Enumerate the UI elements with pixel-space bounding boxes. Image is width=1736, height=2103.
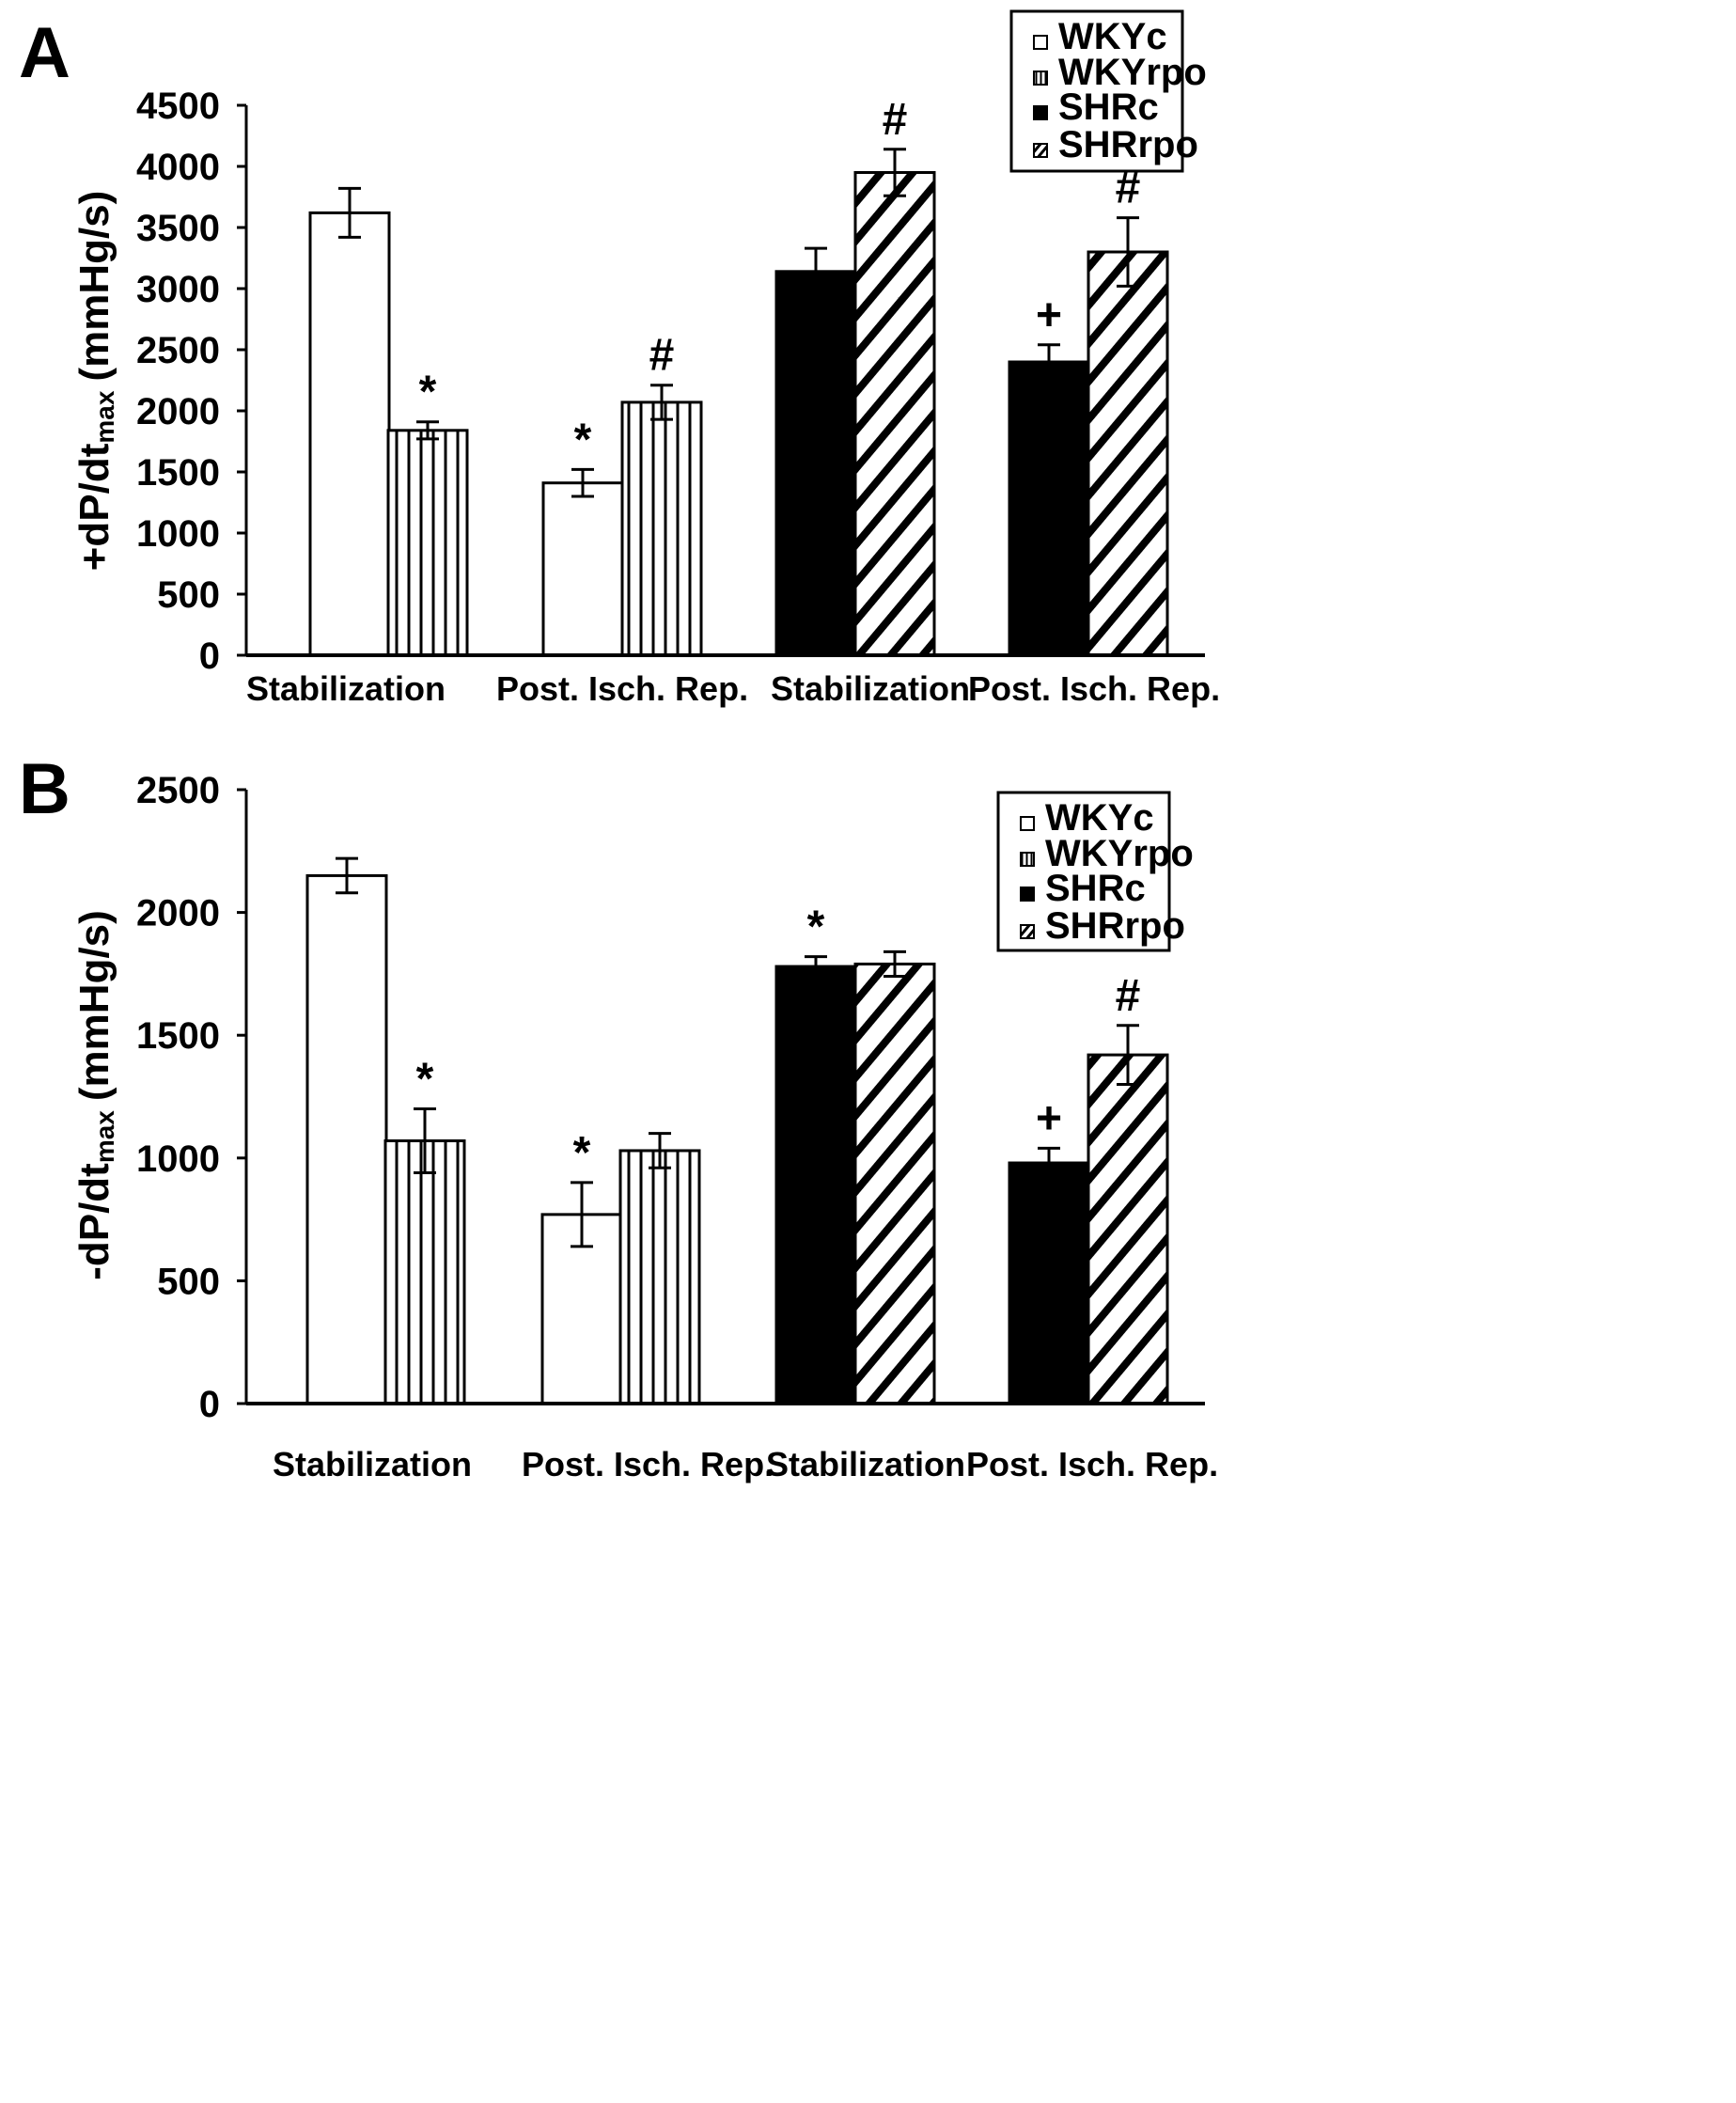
legend-item: WKYc (1058, 16, 1167, 57)
significance-marker: * (807, 902, 825, 952)
significance-marker: # (1116, 971, 1141, 1021)
legend-swatch (1020, 924, 1035, 939)
legend-item: WKYrpo (1058, 52, 1207, 93)
category-label: Post. Isch. Rep. (522, 1445, 774, 1483)
significance-marker: * (416, 1055, 434, 1105)
bar (305, 873, 388, 1405)
y-tick-label: 0 (199, 1384, 220, 1425)
legend-swatch (1033, 71, 1048, 86)
y-tick-label: 500 (157, 574, 220, 616)
y-axis-label-sub: max (90, 1110, 119, 1163)
legend-swatch (1020, 852, 1035, 867)
legend-swatch (1020, 816, 1035, 831)
bar (308, 211, 391, 657)
significance-marker: + (1036, 290, 1062, 340)
category-label: Stabilization (246, 669, 446, 708)
significance-marker: * (574, 415, 592, 464)
y-tick-label: 1500 (136, 1015, 220, 1057)
y-tick-label: 4500 (136, 86, 220, 127)
panel-b: B -dP/dtmax (mmHg/s) 0 500 1000 1500 2000 2500 * S… (19, 749, 1218, 1483)
legend-item: SHRc (1058, 86, 1159, 128)
category-label: Post. Isch. Rep. (966, 1445, 1218, 1483)
legend-item: SHRrpo (1058, 124, 1198, 165)
y-axis-label-unit: (mmHg/s) (71, 191, 117, 382)
y-tick-label: 2000 (136, 391, 220, 432)
legend-item: WKYc (1045, 797, 1154, 839)
significance-marker: + (1036, 1093, 1062, 1143)
y-axis-label: +dP/dtmax (mmHg/s) (71, 191, 119, 572)
bar (620, 400, 703, 657)
y-axis-label-main: -dP/dt (71, 1163, 117, 1280)
y-tick-label: 3000 (136, 269, 220, 310)
significance-marker: # (649, 331, 675, 381)
y-axis-label-main: +dP/dt (71, 443, 117, 571)
panel-a: A +dP/dtmax (mmHg/s) 0 500 1000 1500 2000 2500 30… (19, 9, 1220, 708)
y-tick-label: 2000 (136, 893, 220, 934)
bar (853, 962, 936, 1405)
legend-swatch (1033, 35, 1048, 50)
bar (541, 481, 624, 657)
y-tick-label: 1000 (136, 1138, 220, 1180)
legend-item: SHRrpo (1045, 905, 1185, 947)
bar (1087, 1053, 1169, 1405)
bar (383, 1139, 466, 1405)
y-tick-label: 2500 (136, 330, 220, 371)
bar (1008, 360, 1090, 657)
bar (774, 270, 857, 657)
y-tick-label: 1000 (136, 513, 220, 555)
bar (853, 171, 936, 657)
y-tick-label: 500 (157, 1261, 220, 1302)
panel-letter: A (19, 13, 70, 93)
panel-letter: B (19, 749, 70, 829)
legend-swatch (1033, 105, 1048, 120)
significance-marker: * (419, 368, 437, 417)
bar (1008, 1161, 1090, 1405)
y-tick-label: 0 (199, 636, 220, 677)
category-label: Stabilization (771, 669, 970, 708)
bar (1087, 250, 1169, 657)
legend-swatch (1020, 887, 1035, 902)
legend-item: SHRc (1045, 868, 1146, 909)
y-tick-label: 1500 (136, 452, 220, 494)
legend-item: WKYrpo (1045, 833, 1194, 874)
y-tick-label: 4000 (136, 147, 220, 188)
y-axis-label-unit: (mmHg/s) (71, 910, 117, 1101)
y-axis-label: -dP/dtmax (mmHg/s) (71, 910, 119, 1280)
y-tick-label: 3500 (136, 208, 220, 249)
bar (386, 429, 469, 657)
y-axis-label-sub: max (90, 390, 119, 443)
y-tick-label: 2500 (136, 770, 220, 811)
bar (774, 965, 857, 1405)
category-label: Stabilization (273, 1445, 472, 1483)
significance-marker: * (573, 1128, 591, 1178)
legend-swatch (1033, 143, 1048, 158)
significance-marker: # (883, 95, 908, 145)
category-label: Stabilization (766, 1445, 965, 1483)
bar (618, 1149, 701, 1405)
category-label: Post. Isch. Rep. (968, 669, 1220, 708)
category-label: Post. Isch. Rep. (496, 669, 748, 708)
